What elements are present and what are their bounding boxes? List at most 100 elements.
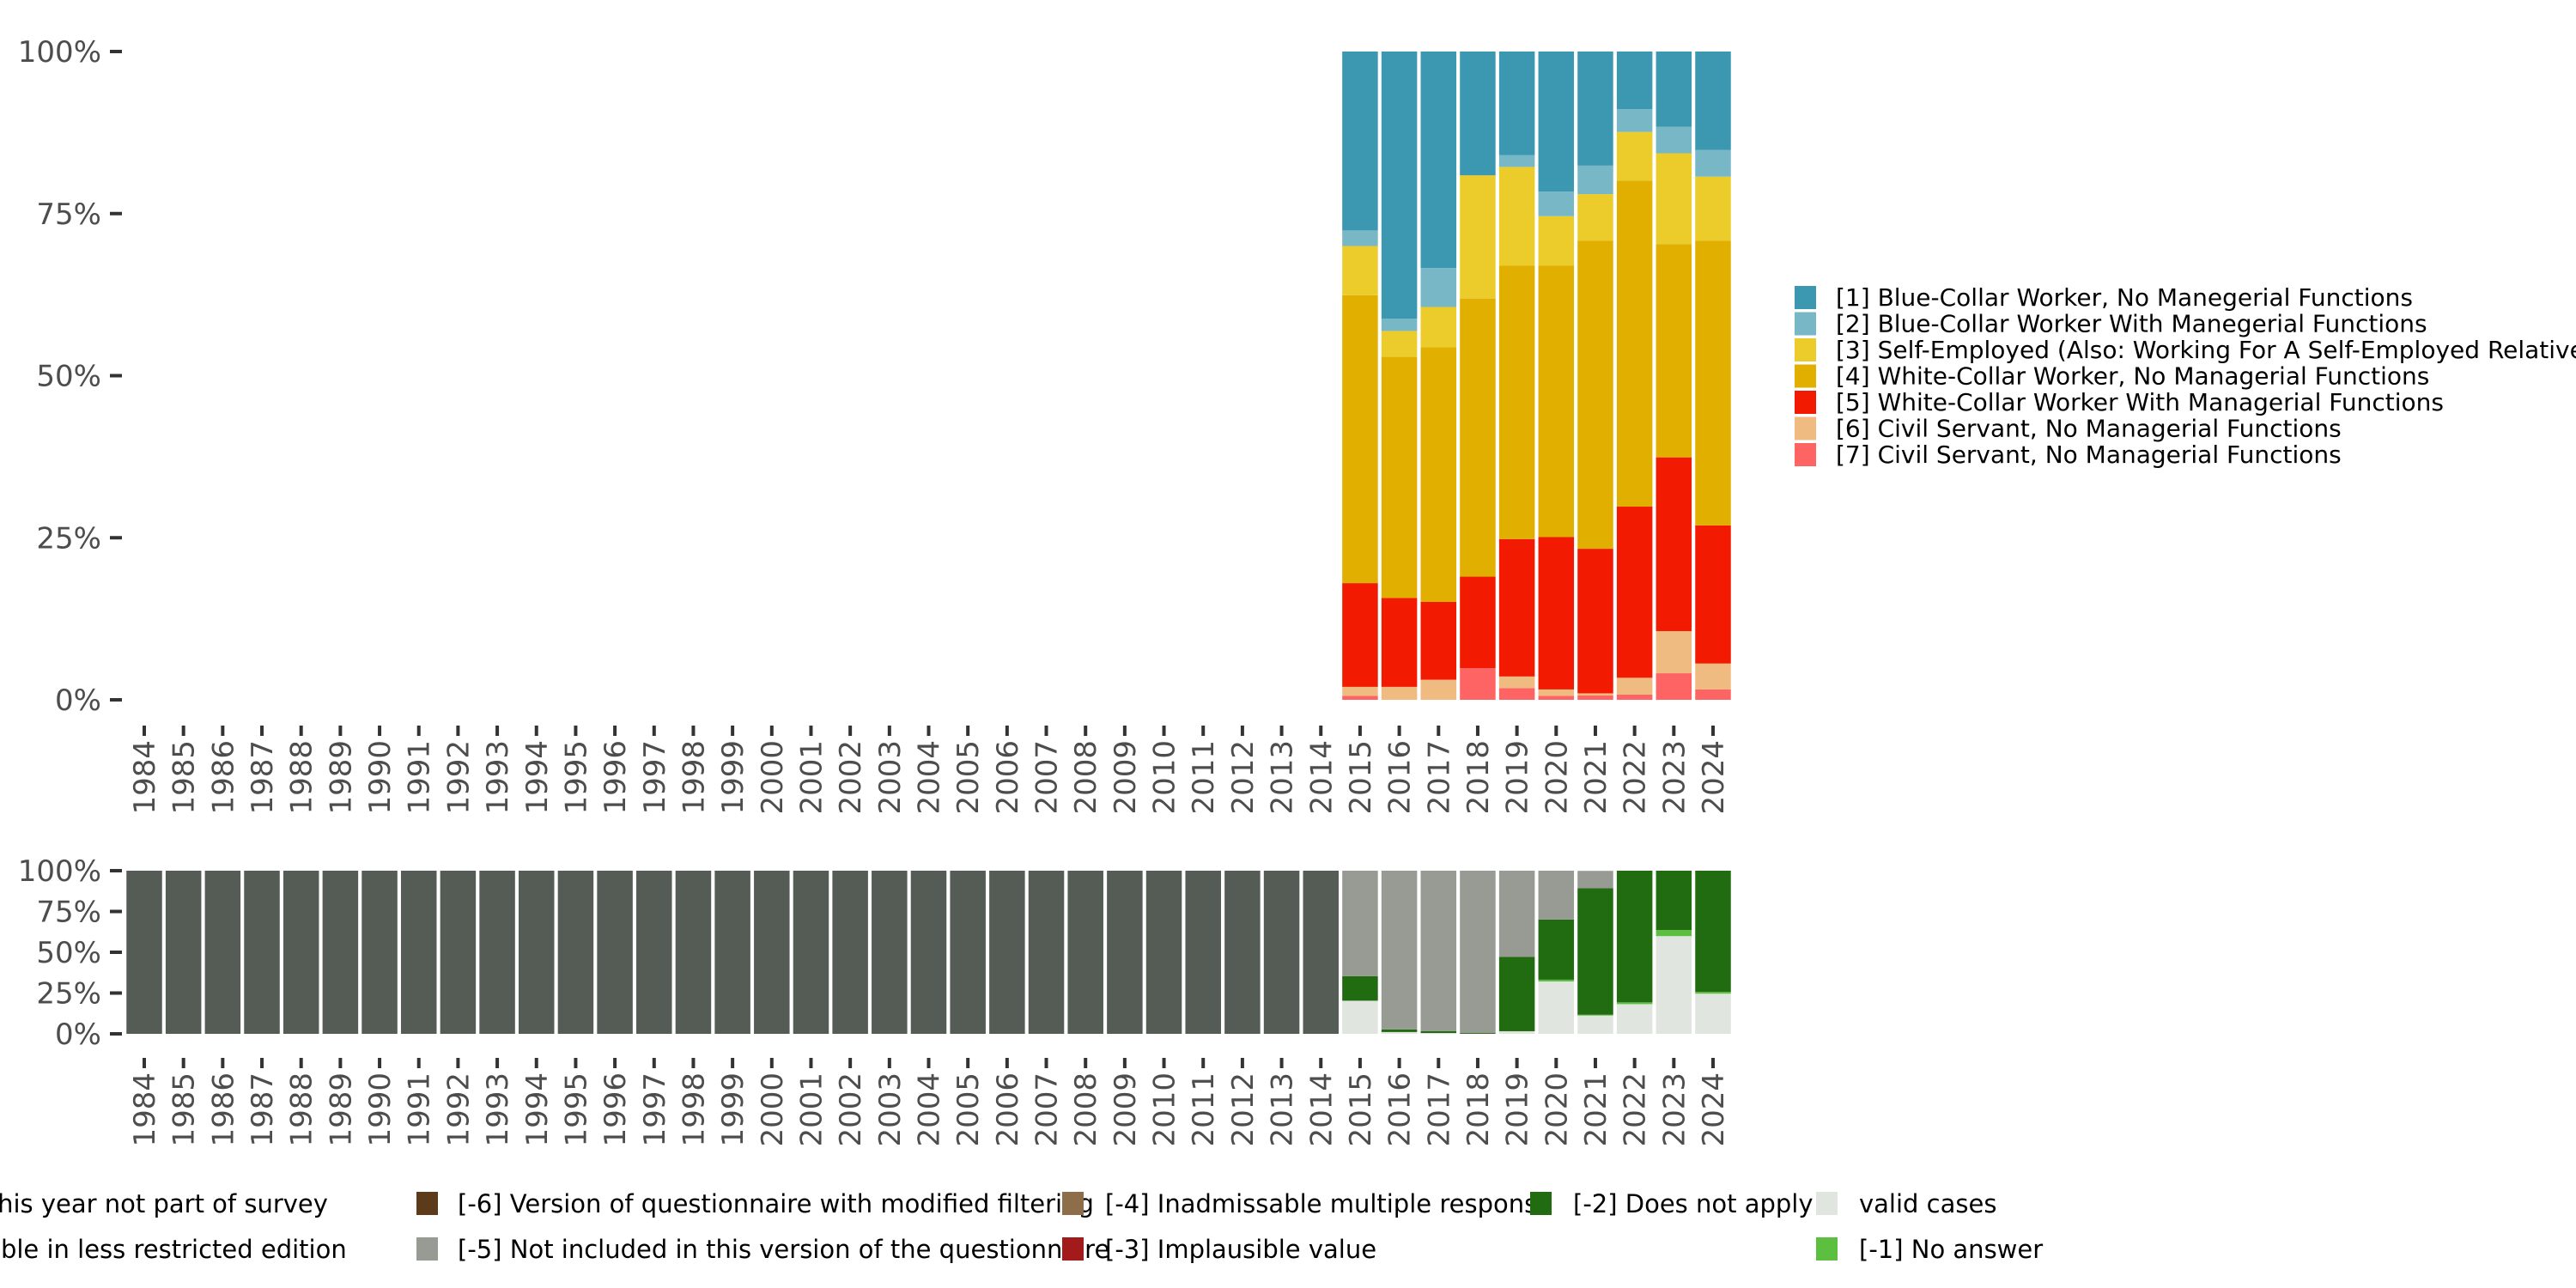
main-x-tick-2002 <box>848 726 853 736</box>
main-y-axis: 0% 25% 50% 75% 100% <box>18 35 122 718</box>
missing-legend-label: [-3] Implausible value <box>1105 1235 1376 1264</box>
main-bar-segment-2023-s6 <box>1656 673 1692 700</box>
main-bar-segment-2022-s6 <box>1616 694 1653 700</box>
main-x-tick-2020 <box>1554 726 1558 736</box>
main-x-tick-label: 2006 <box>991 740 1025 815</box>
main-x-tick-1986 <box>221 726 225 736</box>
missing-legend-swatch <box>1816 1237 1838 1261</box>
main-y-tick <box>110 374 122 378</box>
miss-x-tick-label: 2013 <box>1266 1072 1300 1147</box>
main-legend-label: [1] Blue-Collar Worker, No Manegerial Fu… <box>1836 283 2413 312</box>
main-bar-segment-2020-s6 <box>1538 696 1575 700</box>
main-x-tick-1984 <box>143 726 146 736</box>
main-x-tick-label: 1986 <box>206 740 240 815</box>
main-bar-segment-2019-s1 <box>1498 155 1535 167</box>
miss-x-tick-label: 2009 <box>1109 1072 1143 1147</box>
miss-x-tick-2018 <box>1475 1058 1479 1068</box>
miss-x-tick-1987 <box>260 1058 264 1068</box>
miss-bar-segment-2022-s8 <box>1616 1004 1653 1034</box>
main-x-tick-1994 <box>534 726 538 736</box>
missing-legend-swatch <box>416 1192 438 1215</box>
main-x-tick-1997 <box>652 726 656 736</box>
miss-x-tick-2000 <box>769 1058 774 1068</box>
miss-bar-segment-1996-s0 <box>597 871 633 1034</box>
missing-legend-swatch <box>1062 1192 1084 1215</box>
miss-bar-segment-2005-s0 <box>950 871 986 1034</box>
missing-legend-label: [-5] Not included in this version of the… <box>458 1235 1109 1264</box>
main-plot-panel <box>1342 52 1731 700</box>
main-x-tick-label: 2014 <box>1304 740 1339 815</box>
miss-bar-segment-2008-s0 <box>1067 871 1103 1034</box>
main-bar-segment-2023-s5 <box>1656 630 1692 674</box>
main-bar-segment-2021-s0 <box>1577 52 1613 166</box>
main-x-tick-label: 2018 <box>1461 740 1496 815</box>
miss-x-tick-2009 <box>1122 1058 1127 1068</box>
missing-legend-label: estion this year not part of survey <box>0 1189 328 1218</box>
main-x-tick-label: 1992 <box>441 740 476 815</box>
miss-x-tick-1992 <box>456 1058 460 1068</box>
main-x-tick-label: 2002 <box>834 740 868 815</box>
main-bar-segment-2023-s3 <box>1656 244 1692 458</box>
miss-bar-segment-2022-s7 <box>1616 1002 1653 1005</box>
miss-bar-segment-2004-s0 <box>910 871 947 1034</box>
main-bar-segment-2017-s2 <box>1420 307 1457 348</box>
miss-x-tick-1994 <box>534 1058 538 1068</box>
miss-x-tick-1988 <box>299 1058 303 1068</box>
miss-bar-segment-2024-s7 <box>1695 992 1731 994</box>
main-x-tick-label: 2012 <box>1226 740 1261 815</box>
main-x-tick-2000 <box>769 726 774 736</box>
miss-y-tick-label: 50% <box>36 936 101 970</box>
miss-x-tick-label: 2010 <box>1148 1072 1182 1147</box>
main-x-tick-1985 <box>181 726 185 736</box>
miss-x-tick-label: 2018 <box>1461 1072 1496 1147</box>
main-x-tick-label: 1990 <box>363 740 398 815</box>
main-x-tick-label: 1988 <box>285 740 319 815</box>
main-y-tick <box>110 50 122 53</box>
main-bar-segment-2022-s1 <box>1616 109 1653 132</box>
main-bar-segment-2021-s6 <box>1577 695 1613 700</box>
miss-y-tick <box>110 951 122 954</box>
main-bar-segment-2019-s6 <box>1498 688 1535 700</box>
main-bar-segment-2021-s1 <box>1577 165 1613 195</box>
miss-x-tick-2012 <box>1240 1058 1244 1068</box>
main-bar-segment-2024-s0 <box>1695 52 1731 150</box>
main-x-tick-label: 1995 <box>559 740 593 815</box>
miss-bar-segment-2020-s3 <box>1538 871 1575 920</box>
miss-y-tick-label: 75% <box>36 896 101 930</box>
miss-bar-segment-1986-s0 <box>204 871 241 1034</box>
main-bar-segment-2024-s6 <box>1695 689 1731 700</box>
main-x-tick-1990 <box>378 726 382 736</box>
miss-x-tick-label: 2012 <box>1226 1072 1261 1147</box>
main-x-tick-2016 <box>1397 726 1401 736</box>
miss-x-tick-label: 2006 <box>991 1072 1025 1147</box>
miss-bar-segment-2022-s6 <box>1616 871 1653 1003</box>
main-bar-segment-2023-s0 <box>1656 52 1692 127</box>
main-bar-segment-2015-s6 <box>1342 696 1378 700</box>
main-legend-label: [7] Civil Servant, No Managerial Functio… <box>1836 440 2342 469</box>
main-y-tick <box>110 698 122 702</box>
miss-bar-segment-1989-s0 <box>322 871 359 1034</box>
miss-x-tick-label: 2008 <box>1069 1072 1103 1147</box>
miss-x-tick-label: 2003 <box>873 1072 908 1147</box>
main-x-axis: 1984 1985 1986 1987 1988 1989 1990 1991 1992 1993… <box>128 726 1731 815</box>
main-bar-segment-2019-s3 <box>1498 265 1535 539</box>
main-bar-segment-2015-s1 <box>1342 230 1378 246</box>
miss-x-tick-label: 1987 <box>246 1072 280 1147</box>
main-bar-segment-2018-s4 <box>1460 576 1496 669</box>
miss-bar-segment-1995-s0 <box>557 871 594 1034</box>
miss-x-tick-label: 1994 <box>520 1072 555 1147</box>
miss-bar-segment-2015-s6 <box>1342 975 1378 1001</box>
miss-x-tick-label: 2014 <box>1304 1072 1339 1147</box>
miss-bar-segment-1997-s0 <box>636 871 672 1034</box>
miss-bar-segment-2016-s3 <box>1381 871 1418 1030</box>
miss-y-tick <box>110 869 122 872</box>
miss-bar-segment-1994-s0 <box>519 871 555 1034</box>
main-bar-segment-2022-s0 <box>1616 52 1653 110</box>
main-x-tick-2010 <box>1162 726 1166 736</box>
main-y-tick-label: 0% <box>55 683 101 718</box>
main-x-tick-2015 <box>1358 726 1362 736</box>
main-x-tick-2013 <box>1279 726 1284 736</box>
main-x-tick-label: 2020 <box>1540 740 1574 815</box>
miss-bar-segment-2012-s0 <box>1224 871 1261 1034</box>
missing-legend-swatch <box>1530 1192 1552 1215</box>
